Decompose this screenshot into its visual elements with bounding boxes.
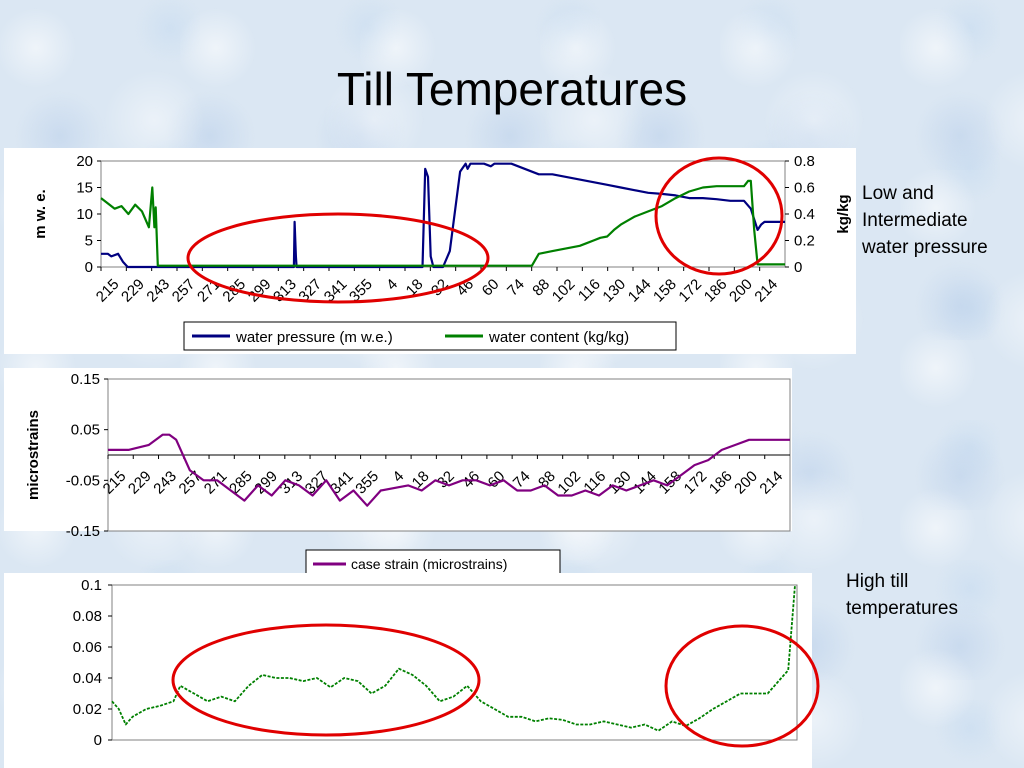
chart1-ytick-label: 10	[76, 206, 93, 223]
chart1-y2-axis-label: kg/kg	[835, 194, 852, 233]
chart1-ytick-label: 20	[76, 153, 93, 170]
highlight-circle	[664, 624, 820, 748]
chart3-series-line	[111, 584, 796, 732]
chart3-ytick-label: 0.06	[73, 639, 102, 656]
highlight-circle	[654, 156, 784, 276]
callout-high-temperature: High till temperatures	[846, 571, 958, 619]
chart1-y2tick-label: 0.6	[794, 180, 815, 197]
chart1-series-line	[100, 179, 785, 267]
chart1-y2tick-label: 0.8	[794, 153, 815, 170]
chart3-ytick-label: 0	[94, 732, 102, 749]
chart2-series-line	[108, 433, 790, 507]
chart1-y2tick-label: 0	[794, 259, 802, 276]
chart3-plot-area	[111, 584, 798, 741]
chart1-y-axis-label: m w. e.	[32, 189, 49, 238]
chart2-ytick-label: -0.05	[66, 472, 100, 489]
chart3-ytick-label: 0.08	[73, 608, 102, 625]
chart1-ytick-label: 0	[85, 259, 93, 276]
chart2-y-axis-label: microstrains	[25, 410, 42, 500]
highlight-circle	[186, 212, 490, 304]
chart1-series-line	[101, 162, 785, 269]
chart3-ytick-label: 0.1	[81, 577, 102, 594]
chart2-legend-label: case strain (microstrains)	[351, 556, 507, 572]
chart1-legend-label-content: water content (kg/kg)	[488, 329, 629, 346]
chart1-ytick-label: 5	[85, 233, 93, 250]
chart1-y2tick-label: 0.4	[794, 206, 815, 223]
chart1-legend-label-pressure: water pressure (m w.e.)	[235, 329, 393, 346]
chart2-ytick-label: 0.05	[71, 422, 100, 439]
page-title: Till Temperatures	[336, 63, 688, 115]
chart3-ytick-label: 0.02	[73, 701, 102, 718]
chart1-ytick-label: 15	[76, 180, 93, 197]
chart2-ytick-label: 0.15	[71, 371, 100, 388]
chart1-y2tick-label: 0.2	[794, 233, 815, 250]
callout-low-pressure: Low and Intermediate water pressure	[862, 183, 988, 258]
chart1-legend	[183, 321, 677, 351]
highlight-circle	[171, 623, 481, 737]
chart3-ytick-label: 0.04	[73, 670, 102, 687]
chart1-plot-area	[100, 160, 786, 268]
chart2-ytick-label: -0.15	[66, 523, 100, 540]
